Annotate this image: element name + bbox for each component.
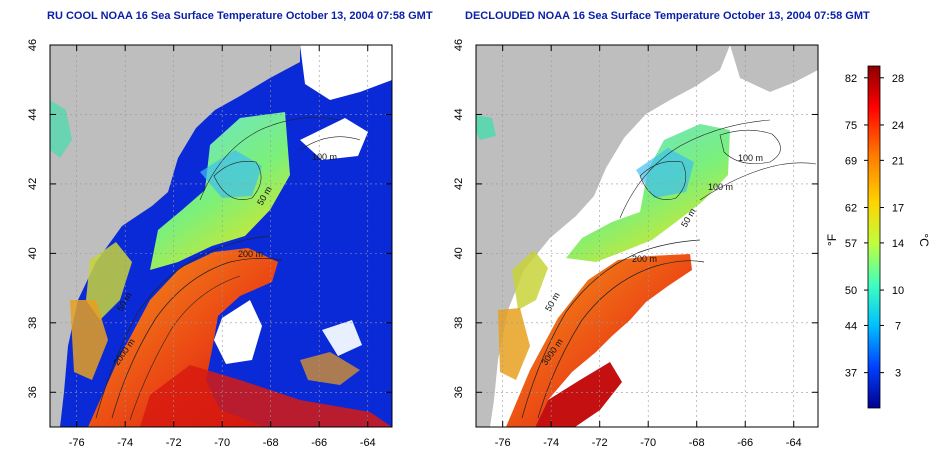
shelf-water bbox=[566, 124, 730, 262]
left-map-panel: 100 m 50 m 200 m 50 m 2000 m -76 -74 -72 -7… bbox=[27, 39, 393, 449]
fahrenheit-tick-label: 75 bbox=[845, 120, 857, 132]
celsius-tick-label: 28 bbox=[892, 73, 904, 85]
gulf-stream-warm-water bbox=[506, 254, 692, 427]
y-tick-label: 44 bbox=[27, 108, 39, 120]
nova-scotia-land bbox=[730, 45, 818, 92]
fahrenheit-tick-label: 44 bbox=[845, 320, 857, 332]
x-tick-label: -66 bbox=[737, 437, 753, 449]
celsius-tick-label: 24 bbox=[892, 120, 904, 132]
right-map-axes: -76 -74 -72 -70 -68 -66 -64 46 44 42 40 38 36 bbox=[453, 39, 818, 449]
left-map-axes: -76 -74 -72 -70 -68 -66 -64 46 44 42 40 38 36 bbox=[27, 39, 392, 449]
depth-contour bbox=[639, 161, 687, 200]
x-tick-label: -72 bbox=[592, 437, 608, 449]
x-tick-label: -66 bbox=[311, 437, 327, 449]
estuary-water bbox=[512, 250, 548, 310]
depth-contour bbox=[537, 260, 705, 419]
cloud-patch bbox=[214, 300, 262, 364]
y-tick-label: 42 bbox=[27, 178, 39, 190]
depth-contour bbox=[719, 129, 781, 164]
fahrenheit-tick-label: 82 bbox=[845, 73, 857, 85]
fahrenheit-tick-label: 37 bbox=[845, 368, 857, 380]
y-tick-label: 36 bbox=[27, 386, 39, 398]
contour-label: 100 m bbox=[312, 152, 337, 162]
cloud-patch bbox=[300, 118, 368, 160]
fahrenheit-tick-label: 62 bbox=[845, 203, 857, 215]
depth-contour bbox=[619, 119, 771, 219]
temperature-colorbar: 82 28 75 24 69 21 62 17 57 14 50 10 44 7 37 3 °F °C bbox=[825, 65, 931, 409]
depth-contour bbox=[213, 161, 262, 200]
celsius-tick-label: 10 bbox=[892, 285, 904, 297]
estuary-water bbox=[86, 242, 132, 320]
y-tick-label: 42 bbox=[453, 178, 465, 190]
y-tick-label: 46 bbox=[453, 39, 465, 51]
y-tick-label: 40 bbox=[27, 247, 39, 259]
depth-contour bbox=[521, 239, 701, 419]
colorbar-gradient bbox=[867, 65, 881, 409]
x-tick-label: -64 bbox=[786, 437, 802, 449]
colorbar-ticks: 82 28 75 24 69 21 62 17 57 14 50 10 44 7 37 3 bbox=[845, 73, 904, 380]
celsius-tick-label: 21 bbox=[892, 155, 904, 167]
contour-label: 100 m bbox=[738, 153, 763, 163]
land-mass bbox=[476, 45, 730, 427]
x-tick-label: -64 bbox=[360, 437, 376, 449]
x-tick-label: -70 bbox=[640, 437, 656, 449]
y-tick-label: 46 bbox=[27, 39, 39, 51]
y-tick-label: 38 bbox=[27, 317, 39, 329]
gulf-of-maine-water bbox=[636, 148, 694, 198]
inland-water bbox=[476, 115, 496, 140]
right-map-panel: 100 m 100 m 50 m 200 m 50 m 3000 m -76 -7… bbox=[453, 39, 819, 449]
estuary-water bbox=[70, 300, 108, 380]
depth-contour bbox=[299, 136, 361, 151]
celsius-tick-label: 14 bbox=[892, 238, 904, 250]
left-map-frame bbox=[49, 44, 393, 428]
x-tick-label: -74 bbox=[543, 437, 559, 449]
fahrenheit-unit-label: °F bbox=[825, 234, 839, 246]
x-tick-label: -72 bbox=[166, 437, 182, 449]
depth-contour bbox=[95, 235, 271, 419]
gulf-of-maine-water bbox=[200, 150, 262, 198]
depth-contour bbox=[129, 275, 241, 421]
gulf-stream-warm-water bbox=[88, 248, 278, 427]
celsius-tick-label: 7 bbox=[895, 320, 901, 332]
warm-core bbox=[140, 365, 392, 427]
y-tick-label: 40 bbox=[453, 247, 465, 259]
cloud-patch bbox=[322, 320, 362, 356]
warm-eddy bbox=[300, 352, 360, 385]
contour-label: 200 m bbox=[238, 249, 263, 259]
left-map-gridlines bbox=[50, 44, 392, 427]
x-tick-label: -76 bbox=[495, 437, 511, 449]
right-map-frame bbox=[475, 44, 819, 428]
contour-label: 200 m bbox=[632, 254, 657, 264]
land-mass bbox=[50, 45, 300, 427]
depth-contour bbox=[699, 162, 817, 201]
fahrenheit-tick-label: 50 bbox=[845, 285, 857, 297]
contour-label: 100 m bbox=[708, 182, 733, 192]
y-tick-label: 38 bbox=[453, 317, 465, 329]
x-tick-label: -68 bbox=[263, 437, 279, 449]
x-tick-label: -76 bbox=[69, 437, 85, 449]
depth-contour bbox=[111, 258, 283, 419]
left-map-title: RU COOL NOAA 16 Sea Surface Temperature … bbox=[47, 10, 433, 22]
celsius-tick-label: 3 bbox=[895, 368, 901, 380]
x-tick-label: -68 bbox=[689, 437, 705, 449]
fahrenheit-tick-label: 57 bbox=[845, 238, 857, 250]
warm-core bbox=[535, 362, 622, 427]
y-tick-label: 36 bbox=[453, 386, 465, 398]
celsius-tick-label: 17 bbox=[892, 203, 904, 215]
x-tick-label: -74 bbox=[117, 437, 133, 449]
depth-contour bbox=[199, 117, 341, 201]
celsius-unit-label: °C bbox=[917, 233, 931, 247]
right-map-title: DECLOUDED NOAA 16 Sea Surface Temperatur… bbox=[465, 10, 870, 22]
y-tick-label: 44 bbox=[453, 108, 465, 120]
fahrenheit-tick-label: 69 bbox=[845, 155, 857, 167]
nova-scotia-land bbox=[300, 45, 392, 100]
x-tick-label: -70 bbox=[214, 437, 230, 449]
estuary-water bbox=[498, 308, 530, 380]
